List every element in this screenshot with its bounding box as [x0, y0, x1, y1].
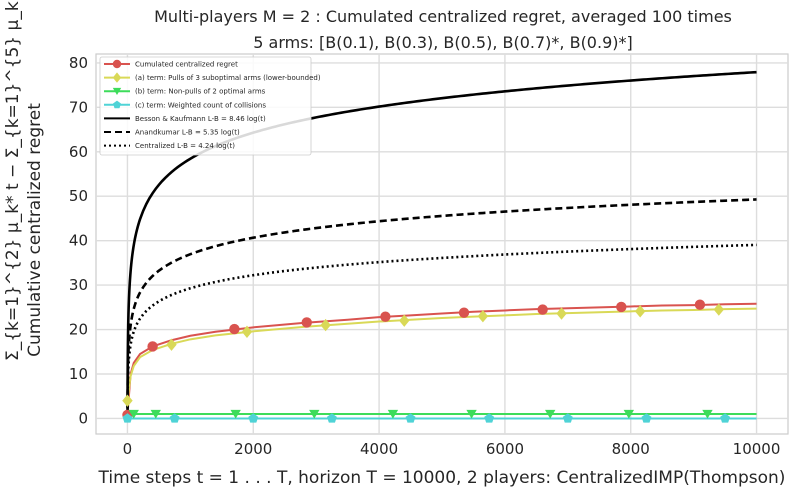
- series-1-marker: [320, 318, 331, 332]
- y-tick-label: 70: [69, 98, 88, 116]
- legend-marker: [112, 72, 122, 83]
- y-tick-label: 40: [69, 232, 88, 250]
- series-3-marker: [720, 413, 731, 423]
- y-tick-label: 80: [69, 54, 88, 72]
- series-3-marker: [562, 413, 573, 423]
- series-3-marker: [405, 413, 416, 423]
- x-tick-label: 6000: [486, 440, 524, 458]
- y-axis-formula: Σ_{k=1}^{2} μ_k* t − Σ_{k=1}^{5} μ_k 𝔼_{…: [3, 0, 23, 361]
- series-line-5: [126, 198, 757, 419]
- series-1-marker: [166, 338, 177, 351]
- y-tick-label: 50: [69, 187, 88, 205]
- series-2-marker: [128, 409, 139, 419]
- series-3-marker: [248, 413, 259, 423]
- x-tick-label: 0: [123, 440, 133, 458]
- series-1-marker: [122, 394, 133, 407]
- series-1-marker: [399, 314, 410, 327]
- y-tick-label: 30: [69, 276, 88, 294]
- tick-labels: 0 2000 4000 6000 8000 10000 0 10 20 30 40 50 60 70 80: [69, 54, 780, 458]
- series-3-marker: [484, 413, 495, 423]
- legend-box: [99, 56, 312, 156]
- series-0-marker: [616, 301, 627, 313]
- legend-label: (a) term: Pulls of 3 suboptimal arms (lo…: [135, 74, 321, 82]
- y-tick-label: 10: [69, 365, 88, 383]
- series-1-marker: [713, 303, 724, 316]
- series-1-marker: [477, 310, 489, 323]
- series-1-marker: [634, 305, 646, 318]
- series-0-marker: [537, 304, 548, 315]
- series-line-4: [126, 70, 757, 419]
- series-2-marker: [230, 409, 241, 419]
- series-0-marker: [147, 341, 158, 352]
- x-tick-label: 10000: [733, 440, 781, 458]
- legend-marker: [113, 100, 121, 109]
- legend-label: Besson & Kaufmann L-B = 8.46 log(t): [135, 115, 266, 123]
- legend-label: Cumulated centralized regret: [135, 61, 238, 69]
- series-1-marker: [556, 307, 567, 320]
- series-0-marker: [458, 307, 470, 318]
- x-tick-label: 4000: [360, 440, 398, 458]
- series-2-marker: [466, 409, 477, 419]
- x-tick-label: 8000: [612, 440, 650, 458]
- series-0-marker: [380, 311, 391, 322]
- series-3-marker: [169, 413, 180, 423]
- series-3-marker: [641, 413, 652, 423]
- x-axis-label: Time steps t = 1 . . . T, horizon T = 10…: [98, 468, 786, 488]
- series-line-6: [126, 243, 757, 419]
- series-2-marker: [623, 409, 635, 419]
- legend-marker: [112, 59, 122, 69]
- legend: Cumulated centralized regret (a) term: Pu…: [99, 56, 321, 156]
- y-tick-label: 60: [69, 143, 88, 161]
- series-0-marker: [694, 299, 706, 310]
- y-axis-label: Cumulative centralized regret: [25, 103, 45, 357]
- series-3-marker: [326, 413, 337, 423]
- series-2-marker: [150, 409, 161, 419]
- series-0-marker: [229, 323, 240, 335]
- y-tick-label: 0: [78, 409, 88, 427]
- series-1-marker: [241, 325, 253, 338]
- legend-marker: [112, 87, 122, 95]
- series-markers: [122, 299, 731, 423]
- legend-label: Centralized L-B = 4.24 log(t): [135, 142, 235, 150]
- series-2-marker: [387, 409, 399, 419]
- x-tick-label: 2000: [234, 440, 272, 458]
- y-tick-label: 20: [69, 321, 88, 339]
- chart-subtitle: 5 arms: [B(0.1), B(0.3), B(0.5), B(0.7)*…: [253, 33, 632, 52]
- legend-label: Anandkumar L-B = 5.35 log(t): [135, 129, 240, 137]
- series-3-marker: [122, 413, 133, 423]
- chart-title: Multi-players M = 2 : Cumulated centrali…: [154, 7, 732, 26]
- legend-label: (b) term: Non-pulls of 2 optimal arms: [135, 88, 266, 96]
- series-0-marker: [301, 317, 312, 328]
- series-2-marker: [309, 409, 320, 419]
- series-2-marker: [702, 409, 713, 419]
- series-2-marker: [545, 409, 556, 419]
- legend-label: (c) term: Weighted count of collisions: [135, 101, 266, 109]
